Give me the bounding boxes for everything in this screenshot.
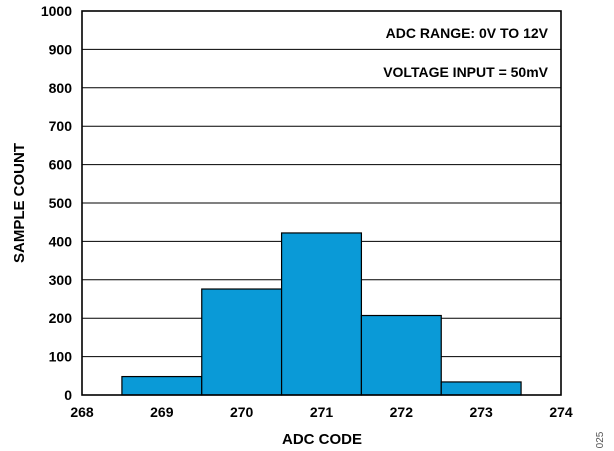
y-axis-label: SAMPLE COUNT — [11, 143, 28, 263]
x-tick-label: 269 — [150, 404, 174, 420]
bars — [121, 232, 522, 396]
x-tick-label: 274 — [549, 404, 573, 420]
x-tick-labels: 268 269 270 271 272 273 274 — [70, 404, 573, 420]
y-tick-label: 300 — [49, 272, 73, 288]
bar-273 — [440, 381, 522, 396]
x-tick-label: 272 — [390, 404, 414, 420]
bar-271 — [280, 232, 363, 396]
x-tick-label: 268 — [70, 404, 94, 420]
y-tick-label: 600 — [49, 157, 73, 173]
y-tick-label: 700 — [49, 118, 73, 134]
grid-lines — [82, 48, 561, 358]
y-tick-label: 200 — [49, 310, 73, 326]
y-tick-label: 1000 — [41, 3, 72, 19]
x-tick-label: 273 — [469, 404, 493, 420]
y-tick-label: 0 — [64, 387, 72, 403]
y-tick-label: 900 — [49, 41, 73, 57]
plot-frame — [81, 10, 562, 396]
annotation-voltage-input: VOLTAGE INPUT = 50mV — [383, 64, 548, 80]
x-tick-label: 271 — [310, 404, 334, 420]
bar-269 — [121, 375, 203, 396]
y-tick-label: 800 — [49, 80, 73, 96]
bar-272 — [360, 314, 442, 396]
y-tick-label: 400 — [49, 233, 73, 249]
annotation-adc-range: ADC RANGE: 0V TO 12V — [386, 25, 549, 41]
y-tick-label: 500 — [49, 195, 73, 211]
bar-270 — [201, 288, 283, 396]
x-axis-label: ADC CODE — [282, 431, 362, 448]
figure-id: 025 — [595, 431, 606, 448]
y-tick-label: 100 — [49, 349, 73, 365]
y-tick-labels: 0 100 200 300 400 500 600 700 800 900 1000 — [41, 3, 72, 403]
x-tick-label: 270 — [230, 404, 254, 420]
